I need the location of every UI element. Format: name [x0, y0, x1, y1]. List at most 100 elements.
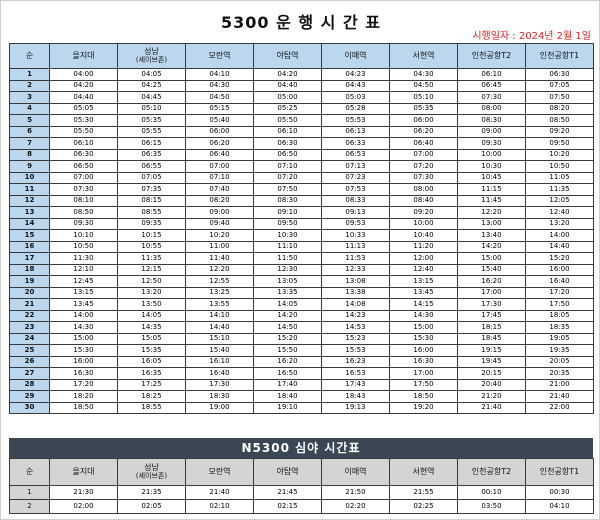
time-cell: 14:40 — [185, 321, 254, 334]
table-row: 22 14:00 14:05 14:10 14:20 14:23 14:30 17:45 18:… — [9, 309, 594, 322]
time-cell: 05:35 — [117, 114, 186, 127]
time-cell: 16:30 — [49, 367, 118, 380]
time-cell: 19:13 — [321, 401, 390, 414]
time-cell: 13:50 — [117, 298, 186, 311]
time-cell: 05:10 — [389, 91, 458, 104]
row-number-cell: 4 — [9, 102, 50, 115]
time-cell: 05:35 — [389, 102, 458, 115]
night-col-header-yatap: 야탑역 — [253, 458, 322, 486]
time-cell: 06:00 — [389, 114, 458, 127]
time-cell: 14:15 — [389, 298, 458, 311]
time-cell: 08:40 — [389, 194, 458, 207]
time-cell: 10:45 — [457, 171, 526, 184]
time-cell: 14:30 — [49, 321, 118, 334]
time-cell: 07:30 — [389, 171, 458, 184]
row-number-cell: 28 — [9, 378, 50, 391]
col-header-moran: 모란역 — [185, 43, 254, 69]
table-row: 15 10:10 10:15 10:20 10:30 10:33 10:40 13:40 14:… — [9, 229, 594, 242]
col-header-airport-t1: 인천공항T1 — [525, 43, 594, 69]
time-cell: 09:30 — [457, 137, 526, 150]
time-cell: 17:45 — [457, 309, 526, 322]
time-cell: 08:55 — [117, 206, 186, 219]
night-col-header-moran: 모란역 — [185, 458, 254, 486]
time-cell: 07:05 — [525, 79, 594, 92]
time-cell: 07:35 — [117, 183, 186, 196]
time-cell: 15:00 — [389, 321, 458, 334]
time-cell: 08:20 — [525, 102, 594, 115]
time-cell: 18:15 — [457, 321, 526, 334]
table-row: 5 05:30 05:35 05:40 05:50 05:53 06:00 08:30 08:5… — [9, 114, 594, 127]
table-row: 17 11:30 11:35 11:40 11:50 11:53 12:00 15:00 15:… — [9, 252, 594, 265]
time-cell: 06:50 — [49, 160, 118, 173]
time-cell: 06:55 — [117, 160, 186, 173]
time-cell: 13:38 — [321, 286, 390, 299]
time-cell: 07:20 — [253, 171, 322, 184]
col-header-seongnam-label: 성남 — [144, 47, 159, 56]
time-cell: 14:00 — [49, 309, 118, 322]
time-cell: 13:35 — [253, 286, 322, 299]
time-cell: 16:30 — [389, 355, 458, 368]
time-cell: 18:55 — [117, 401, 186, 414]
time-cell: 18:25 — [117, 390, 186, 403]
time-cell: 07:53 — [321, 183, 390, 196]
time-cell: 06:40 — [185, 148, 254, 161]
time-cell: 04:10 — [185, 68, 254, 81]
time-cell: 10:55 — [117, 240, 186, 253]
time-cell: 00:10 — [457, 485, 526, 500]
table-row: 25 15:30 15:35 15:40 15:50 15:53 16:00 19:15 19:… — [9, 344, 594, 357]
time-cell: 07:05 — [117, 171, 186, 184]
table-row: 19 12:45 12:50 12:55 13:05 13:08 13:15 16:20 16:… — [9, 275, 594, 288]
time-cell: 20:40 — [457, 378, 526, 391]
time-cell: 11:30 — [49, 252, 118, 265]
time-cell: 10:33 — [321, 229, 390, 242]
time-cell: 11:53 — [321, 252, 390, 265]
col-header-imae: 이매역 — [321, 43, 390, 69]
time-cell: 16:20 — [457, 275, 526, 288]
time-cell: 14:10 — [185, 309, 254, 322]
time-cell: 14:20 — [253, 309, 322, 322]
time-cell: 15:53 — [321, 344, 390, 357]
time-cell: 17:25 — [117, 378, 186, 391]
time-cell: 15:10 — [185, 332, 254, 345]
time-cell: 10:40 — [389, 229, 458, 242]
time-cell: 17:50 — [525, 298, 594, 311]
row-number-cell: 14 — [9, 217, 50, 230]
time-cell: 15:30 — [49, 344, 118, 357]
col-header-seongnam-sub: (세이브존) — [135, 56, 168, 64]
time-cell: 05:40 — [185, 114, 254, 127]
time-cell: 19:20 — [389, 401, 458, 414]
time-cell: 14:23 — [321, 309, 390, 322]
time-cell: 15:30 — [389, 332, 458, 345]
time-cell: 04:50 — [389, 79, 458, 92]
time-cell: 12:20 — [185, 263, 254, 276]
time-cell: 16:40 — [525, 275, 594, 288]
time-cell: 14:00 — [525, 229, 594, 242]
time-cell: 08:20 — [185, 194, 254, 207]
row-number-cell: 3 — [9, 91, 50, 104]
time-cell: 13:40 — [457, 229, 526, 242]
time-cell: 12:33 — [321, 263, 390, 276]
time-cell: 13:08 — [321, 275, 390, 288]
row-number-cell: 24 — [9, 332, 50, 345]
time-cell: 10:20 — [525, 148, 594, 161]
time-cell: 19:15 — [457, 344, 526, 357]
time-cell: 05:50 — [253, 114, 322, 127]
time-cell: 06:53 — [321, 148, 390, 161]
time-cell: 04:20 — [49, 79, 118, 92]
time-cell: 12:00 — [389, 252, 458, 265]
effective-date: 시행일자 : 2024년 2월 1일 — [472, 31, 591, 42]
time-cell: 02:05 — [117, 499, 186, 514]
table-row: 1 21:30 21:35 21:40 21:45 21:50 21:55 00:10 00:3… — [9, 485, 594, 500]
row-number-cell: 25 — [9, 344, 50, 357]
time-cell: 06:50 — [253, 148, 322, 161]
time-cell: 05:25 — [253, 102, 322, 115]
time-cell: 10:50 — [49, 240, 118, 253]
time-cell: 17:30 — [185, 378, 254, 391]
time-cell: 05:03 — [321, 91, 390, 104]
time-cell: 20:05 — [525, 355, 594, 368]
time-cell: 15:05 — [117, 332, 186, 345]
row-number-cell: 7 — [9, 137, 50, 150]
time-cell: 04:50 — [185, 91, 254, 104]
time-cell: 05:50 — [49, 125, 118, 138]
night-col-header-seongnam: 성남 (세이브존) — [117, 458, 186, 486]
